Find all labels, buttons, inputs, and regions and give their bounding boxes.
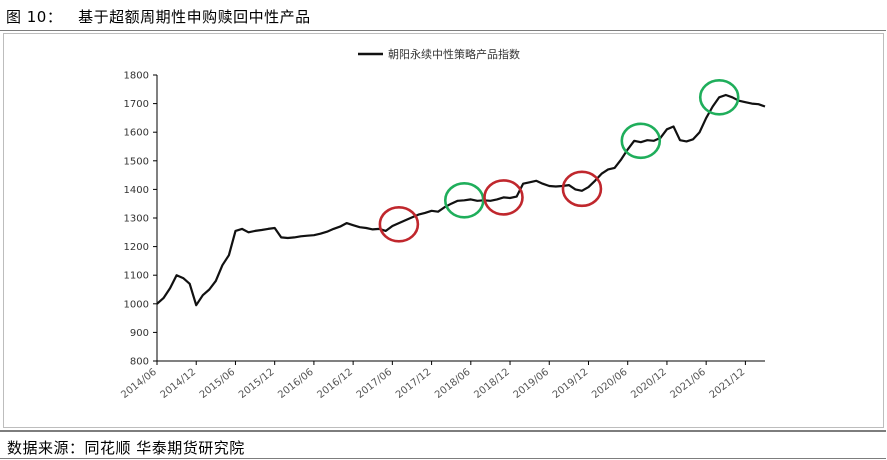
red-circle-marker [561, 170, 603, 208]
chart-frame [3, 33, 884, 428]
green-circle-marker [698, 79, 740, 116]
figure-title: 图 10： 基于超额周期性申购赎回中性产品 [6, 8, 311, 26]
line-chart: 800 900 1000 1100 1200 1300 1400 1500 1600 1700 18… [119, 47, 766, 401]
y-tick-label: 1300 [124, 214, 149, 225]
series-layer [156, 93, 766, 307]
legend-label: 朝阳永续中性策略产品指数 [388, 47, 520, 61]
series-line [156, 93, 766, 307]
green-circle-marker [620, 122, 662, 160]
y-tick-label: 1800 [124, 71, 149, 82]
y-tick-label: 1200 [124, 242, 149, 253]
x-tick-label: 2016/06 [276, 367, 316, 401]
y-tick-label: 1000 [124, 299, 149, 310]
y-tick-label: 900 [130, 328, 149, 339]
y-tick-label: 1700 [124, 99, 149, 110]
y-tick-label: 1400 [124, 185, 149, 196]
x-tick-label: 2015/12 [237, 367, 277, 401]
figure-title-bar: 图 10： 基于超额周期性申购赎回中性产品 [0, 0, 886, 31]
y-tick-label: 1600 [124, 128, 149, 139]
green-circle-marker [443, 181, 485, 219]
x-tick-label: 2019/12 [551, 367, 591, 401]
annotation-layer [378, 79, 740, 243]
x-tick-label: 2018/06 [433, 367, 473, 401]
source-note: 数据来源：同花顺 华泰期货研究院 [7, 439, 245, 457]
y-axis: 800 900 1000 1100 1200 1300 1400 1500 1600 1700 18… [124, 71, 158, 368]
x-tick-label: 2021/06 [668, 367, 708, 401]
x-tick-label: 2018/12 [472, 367, 512, 401]
x-axis: 2014/06 2014/12 2015/06 2015/12 2016/06 2016/… [119, 360, 765, 401]
x-tick-label: 2020/06 [590, 367, 630, 401]
y-tick-label: 1500 [124, 156, 149, 167]
x-tick-label: 2020/12 [629, 367, 669, 401]
source-bar: 数据来源：同花顺 华泰期货研究院 [0, 430, 886, 459]
x-tick-label: 2017/12 [394, 367, 434, 401]
y-tick-label: 800 [130, 357, 149, 368]
x-tick-label: 2021/12 [708, 367, 748, 401]
x-tick-label: 2014/12 [159, 367, 199, 401]
x-tick-label: 2019/06 [512, 367, 552, 401]
red-circle-marker [483, 179, 524, 216]
red-circle-marker [378, 205, 420, 243]
x-tick-label: 2016/12 [315, 367, 355, 401]
legend: 朝阳永续中性策略产品指数 [358, 47, 520, 61]
x-tick-label: 2017/06 [355, 367, 395, 401]
x-tick-label: 2014/06 [119, 367, 159, 401]
x-tick-label: 2015/06 [198, 367, 238, 401]
y-tick-label: 1100 [124, 271, 149, 282]
